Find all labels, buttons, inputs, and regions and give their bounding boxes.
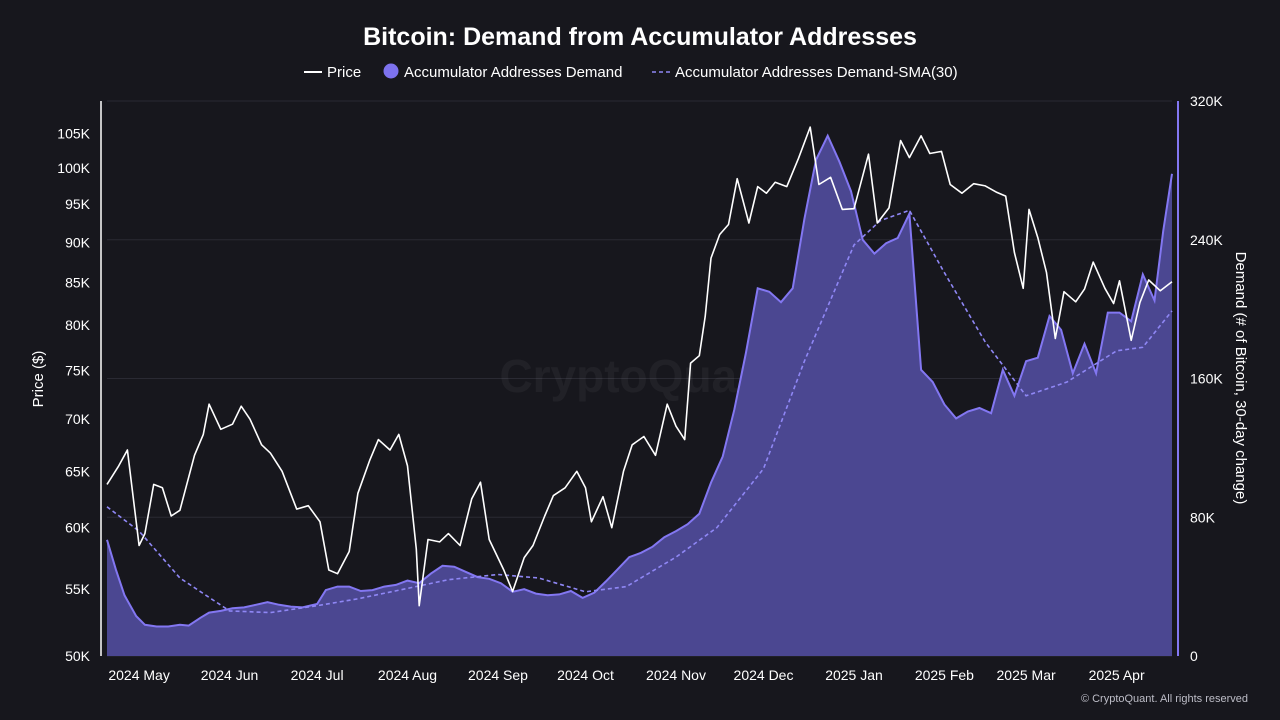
copyright-notice: © CryptoQuant. All rights reserved xyxy=(1081,693,1248,705)
sma-line xyxy=(106,209,1173,614)
right-tick-label: 240K xyxy=(1190,232,1223,248)
legend-demand-swatch xyxy=(383,63,399,79)
x-tick-label: 2024 Oct xyxy=(557,667,614,683)
x-tick-label: 2025 Mar xyxy=(997,667,1056,683)
legend-price-label: Price xyxy=(327,64,361,81)
left-tick-label: 80K xyxy=(65,317,91,333)
left-tick-label: 60K xyxy=(65,520,91,536)
x-tick-label: 2024 May xyxy=(108,667,169,683)
right-tick-label: 160K xyxy=(1190,371,1223,387)
x-tick-label: 2024 Jul xyxy=(291,667,344,683)
demand-area xyxy=(107,135,1172,656)
left-tick-label: 85K xyxy=(65,275,91,291)
x-axis-ticks: 2024 May 2024 Jun 2024 Jul 2024 Aug 2024 Sep… xyxy=(108,667,1145,683)
left-tick-label: 90K xyxy=(65,234,91,250)
right-axis-ticks: 0 80K 160K 240K 320K xyxy=(1190,93,1223,664)
right-tick-label: 320K xyxy=(1190,93,1223,109)
x-tick-label: 2025 Apr xyxy=(1089,667,1145,683)
x-tick-label: 2024 Jun xyxy=(201,667,259,683)
left-axis-title: Price ($) xyxy=(30,351,47,408)
left-tick-label: 105K xyxy=(57,126,90,142)
left-tick-label: 55K xyxy=(65,581,91,597)
x-tick-label: 2025 Feb xyxy=(915,667,974,683)
x-tick-label: 2025 Jan xyxy=(825,667,883,683)
watermark: CryptoQuant xyxy=(499,350,780,402)
right-tick-label: 0 xyxy=(1190,648,1198,664)
x-tick-label: 2024 Nov xyxy=(646,667,706,683)
left-tick-label: 65K xyxy=(65,463,91,479)
x-tick-label: 2024 Sep xyxy=(468,667,528,683)
left-axis-ticks: 50K 55K 60K 65K 70K 75K 80K 85K 90K 95K 100K 105K xyxy=(57,126,90,664)
price-line xyxy=(106,126,1173,607)
demand-line xyxy=(106,133,1173,628)
left-tick-label: 50K xyxy=(65,648,91,664)
x-tick-label: 2024 Dec xyxy=(734,667,794,683)
legend-sma-label: Accumulator Addresses Demand-SMA(30) xyxy=(675,64,958,81)
right-axis-title: Demand (# of Bitcoin, 30-day change) xyxy=(1232,252,1249,505)
x-tick-label: 2024 Aug xyxy=(378,667,437,683)
chart-title: Bitcoin: Demand from Accumulator Address… xyxy=(363,23,917,51)
right-tick-label: 80K xyxy=(1190,509,1216,525)
left-tick-label: 100K xyxy=(57,160,90,176)
left-tick-label: 75K xyxy=(65,363,91,379)
legend-demand-label: Accumulator Addresses Demand xyxy=(404,64,622,81)
left-tick-label: 95K xyxy=(65,196,91,212)
left-tick-label: 70K xyxy=(65,411,91,427)
legend: Price Accumulator Addresses Demand Accum… xyxy=(304,63,958,81)
